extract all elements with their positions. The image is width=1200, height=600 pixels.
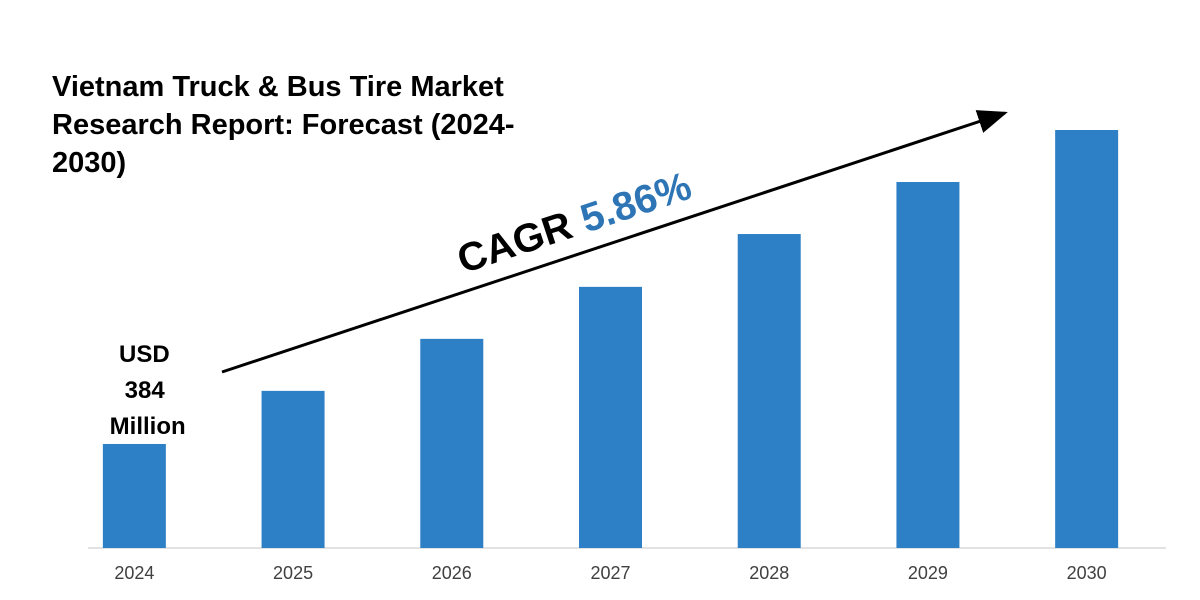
trend-arrow [221,110,1008,374]
x-tick-label: 2028 [749,563,789,583]
value-label: USD 384 Million [103,341,186,440]
x-tick-label: 2025 [273,563,313,583]
bar [420,338,484,548]
cagr-label: CAGR [452,203,578,282]
x-tick-label: 2024 [114,563,154,583]
chart-title: Vietnam Truck & Bus Tire Market Research… [52,71,515,179]
x-tick-label: 2027 [590,563,630,583]
cagr-value: 5.86% [575,164,697,241]
bar [579,286,642,548]
bar [102,443,166,548]
x-tick-label: 2030 [1067,563,1107,583]
x-tick-label: 2029 [908,563,948,583]
cagr-annotation: CAGR5.86% [452,164,697,282]
bar [737,234,801,548]
bar [261,390,325,548]
x-tick-label: 2026 [432,563,472,583]
bar [1055,130,1119,548]
bar [896,182,960,549]
